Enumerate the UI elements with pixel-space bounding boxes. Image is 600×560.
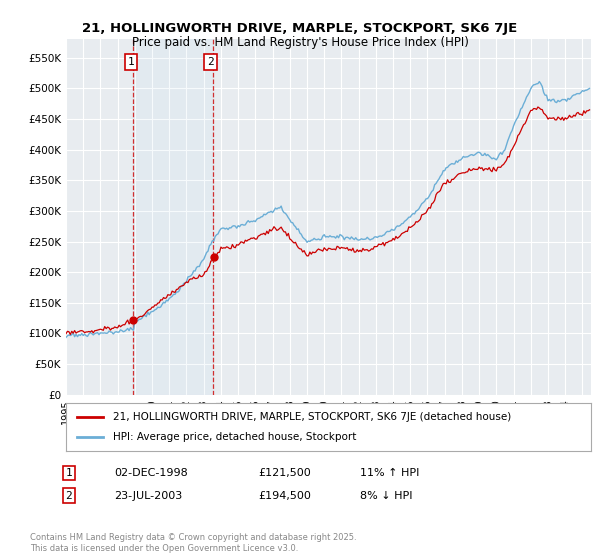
Text: 1: 1 [127,57,134,67]
Text: £121,500: £121,500 [258,468,311,478]
Text: Price paid vs. HM Land Registry's House Price Index (HPI): Price paid vs. HM Land Registry's House … [131,36,469,49]
Text: 2: 2 [65,491,73,501]
Text: 23-JUL-2003: 23-JUL-2003 [114,491,182,501]
Text: Contains HM Land Registry data © Crown copyright and database right 2025.
This d: Contains HM Land Registry data © Crown c… [30,533,356,553]
Text: 8% ↓ HPI: 8% ↓ HPI [360,491,413,501]
Text: 21, HOLLINGWORTH DRIVE, MARPLE, STOCKPORT, SK6 7JE (detached house): 21, HOLLINGWORTH DRIVE, MARPLE, STOCKPOR… [113,412,511,422]
Text: 2: 2 [207,57,214,67]
Text: 1: 1 [65,468,73,478]
Bar [133,39,213,395]
Text: £194,500: £194,500 [258,491,311,501]
Text: 21, HOLLINGWORTH DRIVE, MARPLE, STOCKPORT, SK6 7JE: 21, HOLLINGWORTH DRIVE, MARPLE, STOCKPOR… [82,22,518,35]
Text: HPI: Average price, detached house, Stockport: HPI: Average price, detached house, Stoc… [113,432,356,442]
Text: 11% ↑ HPI: 11% ↑ HPI [360,468,419,478]
Text: 02-DEC-1998: 02-DEC-1998 [114,468,188,478]
